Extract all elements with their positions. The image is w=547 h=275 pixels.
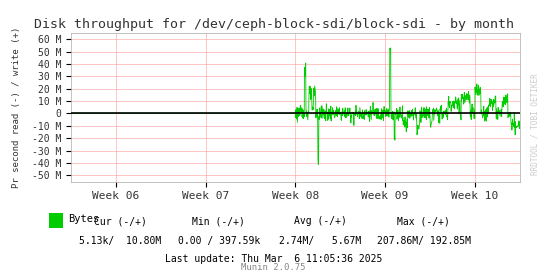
Text: 207.86M/ 192.85M: 207.86M/ 192.85M — [377, 236, 471, 246]
Text: 5.13k/  10.80M: 5.13k/ 10.80M — [79, 236, 161, 246]
Text: Last update: Thu Mar  6 11:05:36 2025: Last update: Thu Mar 6 11:05:36 2025 — [165, 254, 382, 263]
Text: Max (-/+): Max (-/+) — [398, 216, 450, 226]
Text: 2.74M/   5.67M: 2.74M/ 5.67M — [279, 236, 361, 246]
Text: 0.00 / 397.59k: 0.00 / 397.59k — [178, 236, 260, 246]
Text: Avg (-/+): Avg (-/+) — [294, 216, 346, 226]
Text: Bytes: Bytes — [68, 214, 100, 224]
Text: Cur (-/+): Cur (-/+) — [94, 216, 147, 226]
Text: RRDTOOL / TOBI OETIKER: RRDTOOL / TOBI OETIKER — [531, 73, 540, 175]
Text: Munin 2.0.75: Munin 2.0.75 — [241, 263, 306, 272]
Text: Pr second read (-) / write (+): Pr second read (-) / write (+) — [12, 27, 21, 188]
Text: Min (-/+): Min (-/+) — [193, 216, 245, 226]
Text: Disk throughput for /dev/ceph-block-sdi/block-sdi - by month: Disk throughput for /dev/ceph-block-sdi/… — [33, 18, 514, 31]
